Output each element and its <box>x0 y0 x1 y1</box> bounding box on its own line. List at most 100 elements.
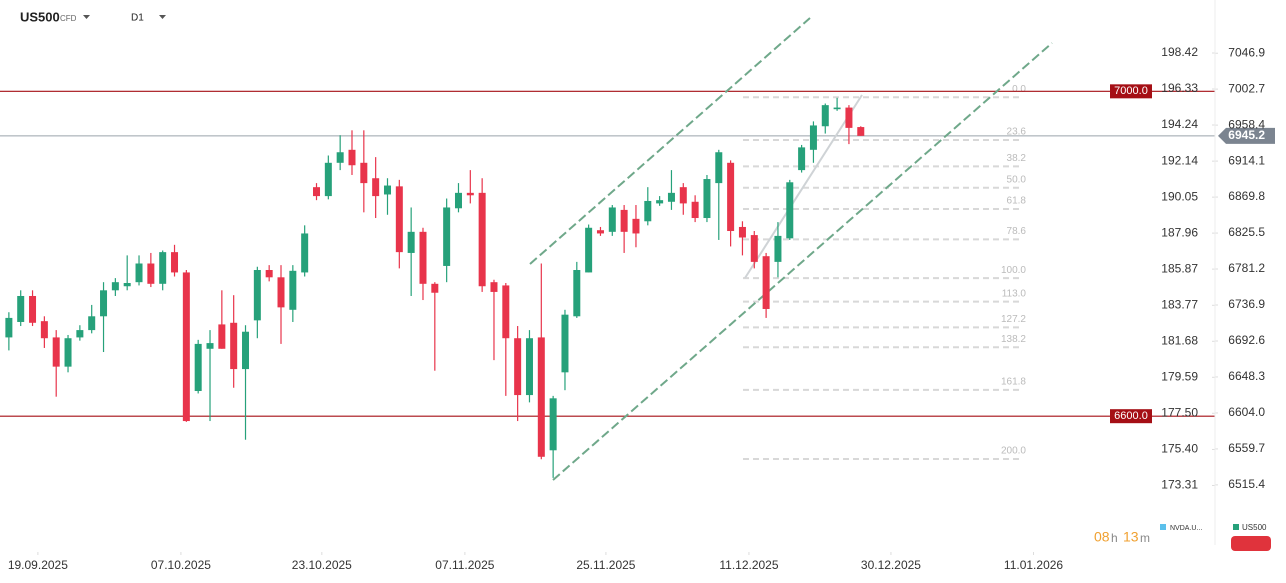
y-tick-label: 7002.7 <box>1228 81 1265 95</box>
y-tick-label: 6692.6 <box>1228 333 1265 347</box>
candle-body <box>585 227 593 273</box>
candle-body <box>821 105 829 127</box>
fib-label: 50.0 <box>1007 174 1027 185</box>
candle-body <box>100 290 108 317</box>
level-tag <box>1110 84 1152 99</box>
x-tick-label: 07.10.2025 <box>151 558 211 572</box>
timer-hours-unit: h <box>1111 531 1118 545</box>
candle-body <box>443 207 451 266</box>
y-tick-label: 6869.8 <box>1228 189 1265 203</box>
current-price-label: 6945.2 <box>1228 128 1265 142</box>
candle-body <box>667 192 675 202</box>
candle-body <box>596 230 604 234</box>
y2-tick-label: 183.77 <box>1161 297 1198 311</box>
y-tick-label: 7046.9 <box>1228 45 1265 59</box>
y-tick-label: 6914.1 <box>1228 153 1265 167</box>
candle-body <box>762 256 770 309</box>
candle-body <box>715 152 723 184</box>
candle-body <box>171 252 179 273</box>
candle-body <box>632 218 640 234</box>
candle-body <box>289 270 297 310</box>
candle-body <box>454 192 462 209</box>
x-tick-label: 30.12.2025 <box>861 558 921 572</box>
y2-tick-label: 196.33 <box>1161 81 1198 95</box>
candle-body <box>253 270 261 321</box>
fib-trend-line <box>744 94 863 279</box>
fib-label: 161.8 <box>1001 377 1026 388</box>
candle-body <box>798 147 806 171</box>
y-tick-label: 6559.7 <box>1228 441 1265 455</box>
legend-label[interactable]: NVDA.U... <box>1170 525 1202 532</box>
y-tick-label: 6958.4 <box>1228 117 1265 131</box>
x-tick-label: 11.01.2026 <box>1004 558 1063 572</box>
candle-body <box>277 277 285 308</box>
timer-minutes: 13 <box>1123 529 1139 545</box>
candle-body <box>123 282 131 287</box>
y2-tick-label: 194.24 <box>1161 117 1198 131</box>
candle-body <box>265 270 273 278</box>
level-label: 7000.0 <box>1114 85 1148 97</box>
y-tick-label: 6604.0 <box>1228 405 1265 419</box>
candle-body <box>88 316 96 331</box>
timeframe[interactable]: D1 <box>131 13 144 24</box>
x-tick-label: 07.11.2025 <box>435 558 494 572</box>
candle-body <box>372 178 380 197</box>
candle-body <box>537 337 545 457</box>
channel-lower <box>552 42 1053 481</box>
candle-body <box>620 209 628 232</box>
candle-body <box>514 338 522 396</box>
candle-body <box>360 162 368 184</box>
y2-tick-label: 187.96 <box>1161 225 1198 239</box>
legend-label[interactable]: US500 <box>1242 523 1267 532</box>
y2-tick-label: 198.42 <box>1161 45 1198 59</box>
candle-body <box>218 324 226 349</box>
fib-label: 23.6 <box>1007 127 1027 138</box>
symbol[interactable]: US500 <box>20 9 60 24</box>
timeframe-dropdown[interactable] <box>159 15 166 19</box>
level-tag <box>1110 409 1152 424</box>
candle-body <box>206 343 214 349</box>
fib-label: 113.0 <box>1002 288 1027 299</box>
y2-tick-label: 185.87 <box>1161 261 1198 275</box>
candle-body <box>727 162 735 232</box>
timer-minutes-unit: m <box>1140 531 1150 545</box>
candle-body <box>76 330 84 338</box>
candle-body <box>242 331 250 370</box>
candle-body <box>419 231 427 284</box>
y-tick-label: 6781.2 <box>1228 261 1265 275</box>
candle-body <box>809 125 817 150</box>
x-tick-label: 19.09.2025 <box>8 558 68 572</box>
fib-label: 127.2 <box>1001 314 1026 325</box>
candle-body <box>703 179 711 219</box>
fib-label: 100.0 <box>1001 265 1026 276</box>
candle-body <box>478 192 486 287</box>
candle-body <box>5 317 13 338</box>
symbol-dropdown[interactable] <box>83 15 90 19</box>
candle-body <box>40 321 48 339</box>
candle-body <box>135 263 143 283</box>
y2-tick-label: 175.40 <box>1161 442 1198 456</box>
candle-body <box>786 182 794 239</box>
channel-upper <box>529 17 811 265</box>
candle-body <box>845 107 853 128</box>
timer-hours: 08 <box>1094 529 1110 545</box>
sell-button[interactable] <box>1231 536 1271 551</box>
overlay: 7000.0 6600.0 6945.2 <box>1110 84 1275 424</box>
fib-label: 200.0 <box>1001 446 1026 457</box>
candle-body <box>336 152 344 163</box>
candle-body <box>17 295 25 322</box>
y-tick-label: 6736.9 <box>1228 297 1265 311</box>
candle-body <box>774 235 782 262</box>
y2-tick-label: 177.50 <box>1161 405 1198 419</box>
candle-body <box>490 282 498 292</box>
fib-label: 0.0 <box>1012 84 1026 95</box>
y2-tick-label: 181.68 <box>1161 333 1198 347</box>
fib-label: 38.2 <box>1007 153 1027 164</box>
x-tick-label: 11.12.2025 <box>719 558 778 572</box>
fib-label: 78.6 <box>1007 226 1027 237</box>
candle-body <box>857 127 865 136</box>
level-label: 6600.0 <box>1114 410 1148 422</box>
candle-body <box>466 192 474 196</box>
